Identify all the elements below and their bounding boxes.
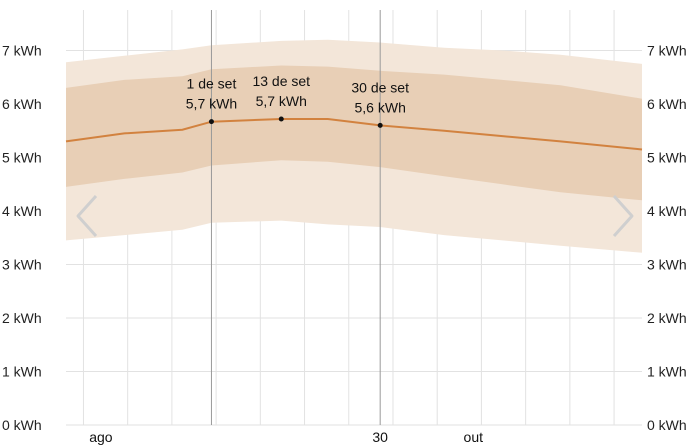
chevron-right-icon <box>612 194 634 238</box>
y-axis-right: 0 kWh 1 kWh 2 kWh 3 kWh 4 kWh 5 kWh 6 kWh 7 kWh <box>647 43 687 434</box>
annotation-date: 1 de set <box>187 76 237 92</box>
y-tick-label-right: 2 kWh <box>647 310 687 326</box>
annotation-date: 30 de set <box>351 79 409 95</box>
chevron-left-icon <box>76 194 98 238</box>
vertical-markers <box>210 10 381 425</box>
y-tick-label-right: 7 kWh <box>647 43 687 59</box>
y-tick-label-right: 6 kWh <box>647 96 687 112</box>
y-tick-label-left: 1 kWh <box>2 364 42 380</box>
prev-button[interactable] <box>70 185 102 247</box>
annotation-point <box>377 122 383 128</box>
y-tick-label-right: 5 kWh <box>647 150 687 166</box>
y-tick-label-left: 4 kWh <box>2 203 42 219</box>
x-tick-label: 30 <box>372 429 388 445</box>
annotation-point <box>208 119 214 125</box>
band-25-75-area <box>66 65 642 201</box>
y-tick-label-left: 7 kWh <box>2 43 42 59</box>
y-tick-label-left: 5 kWh <box>2 150 42 166</box>
y-tick-label-left: 6 kWh <box>2 96 42 112</box>
median-line <box>65 118 643 151</box>
y-tick-label-left: 0 kWh <box>2 417 42 433</box>
median-series-line <box>65 118 643 151</box>
x-tick-label: ago <box>89 429 113 445</box>
y-tick-label-right: 1 kWh <box>647 364 687 380</box>
annotation-date: 13 de set <box>252 73 310 89</box>
y-tick-label-left: 2 kWh <box>2 310 42 326</box>
annotation-value: 5,7 kWh <box>256 93 307 109</box>
x-axis: ago 30 out <box>89 429 483 445</box>
y-tick-label-right: 3 kWh <box>647 257 687 273</box>
annotation-value: 5,7 kWh <box>186 96 237 112</box>
annotations: 1 de set 5,7 kWh 13 de set 5,7 kWh 30 de set… <box>186 73 409 128</box>
annotation-value: 5,6 kWh <box>355 99 406 115</box>
x-tick-label: out <box>464 429 484 445</box>
y-tick-label-left: 3 kWh <box>2 257 42 273</box>
annotation-point <box>278 116 284 122</box>
next-button[interactable] <box>606 185 638 247</box>
y-tick-label-right: 0 kWh <box>647 417 687 433</box>
y-axis-left: 0 kWh 1 kWh 2 kWh 3 kWh 4 kWh 5 kWh 6 kWh 7 kWh <box>2 43 42 434</box>
band-25-75 <box>66 65 642 201</box>
y-tick-label-right: 4 kWh <box>647 203 687 219</box>
